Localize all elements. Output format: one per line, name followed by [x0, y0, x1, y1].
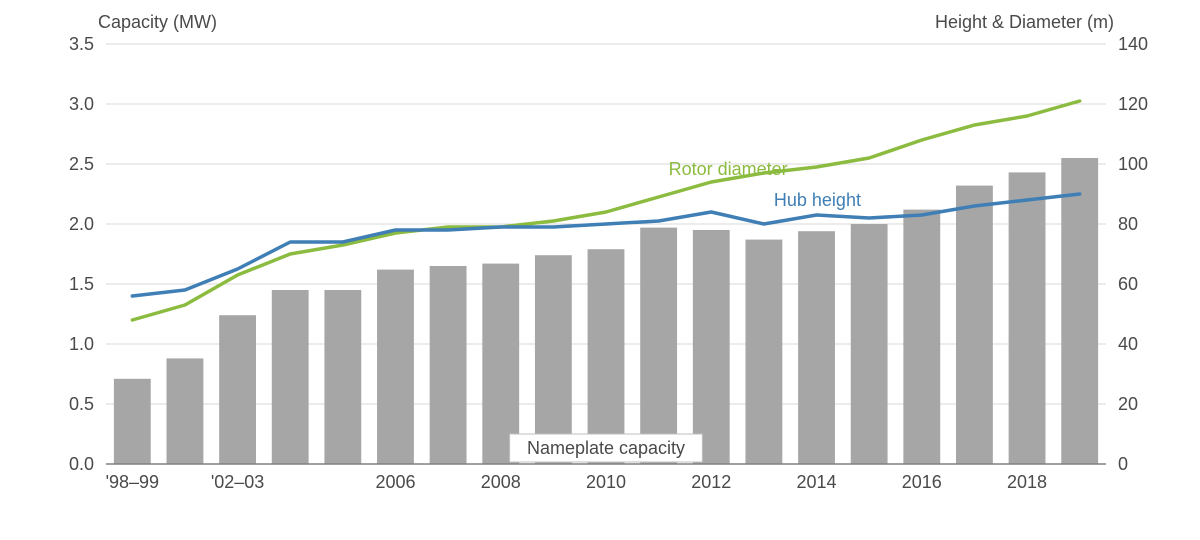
x-tick-label: '02–03	[211, 472, 265, 492]
bar	[588, 249, 625, 464]
bar	[430, 266, 467, 464]
x-tick-label: 2006	[375, 472, 415, 492]
bar	[693, 230, 730, 464]
bar	[324, 290, 361, 464]
y-left-tick-label: 1.0	[69, 334, 94, 354]
bar	[167, 358, 204, 464]
y-right-tick-label: 20	[1118, 394, 1138, 414]
y-left-tick-label: 3.5	[69, 34, 94, 54]
x-tick-label: 2016	[902, 472, 942, 492]
bar	[1009, 172, 1046, 464]
x-tick-label: 2008	[481, 472, 521, 492]
x-tick-label: 2010	[586, 472, 626, 492]
y-right-tick-label: 140	[1118, 34, 1148, 54]
bar	[1061, 158, 1098, 464]
bar	[377, 270, 414, 464]
y-right-tick-label: 120	[1118, 94, 1148, 114]
bar	[272, 290, 309, 464]
y-right-tick-label: 100	[1118, 154, 1148, 174]
bar	[745, 240, 782, 464]
bar	[219, 315, 256, 464]
bar	[640, 228, 677, 464]
series-label: Rotor diameter	[669, 159, 788, 179]
series-label: Hub height	[774, 190, 861, 210]
x-tick-label: 2012	[691, 472, 731, 492]
y-left-tick-label: 2.0	[69, 214, 94, 234]
y-right-tick-label: 60	[1118, 274, 1138, 294]
y-right-tick-label: 80	[1118, 214, 1138, 234]
y-left-tick-label: 2.5	[69, 154, 94, 174]
chart-container: 0.0 0.5 1.0 1.5 2.0 2.5 3.0 3.5 0 20 40 60 80 100 120 1…	[0, 0, 1200, 540]
x-tick-label: '98–99	[106, 472, 160, 492]
y-right-tick-label: 0	[1118, 454, 1128, 474]
bar	[798, 231, 835, 464]
y-left-tick-label: 3.0	[69, 94, 94, 114]
x-tick-label: 2018	[1007, 472, 1047, 492]
y-left-title: Capacity (MW)	[98, 12, 217, 32]
bar	[903, 210, 940, 464]
nameplate-label: Nameplate capacity	[527, 438, 685, 458]
chart-svg: 0.0 0.5 1.0 1.5 2.0 2.5 3.0 3.5 0 20 40 60 80 100 120 1…	[0, 0, 1200, 540]
y-right-tick-label: 40	[1118, 334, 1138, 354]
y-left-tick-label: 1.5	[69, 274, 94, 294]
bar	[851, 224, 888, 464]
x-tick-label: 2014	[797, 472, 837, 492]
y-left-tick-label: 0.0	[69, 454, 94, 474]
bar	[535, 255, 572, 464]
bar	[114, 379, 151, 464]
y-right-title: Height & Diameter (m)	[935, 12, 1114, 32]
bar	[956, 186, 993, 464]
y-left-tick-label: 0.5	[69, 394, 94, 414]
